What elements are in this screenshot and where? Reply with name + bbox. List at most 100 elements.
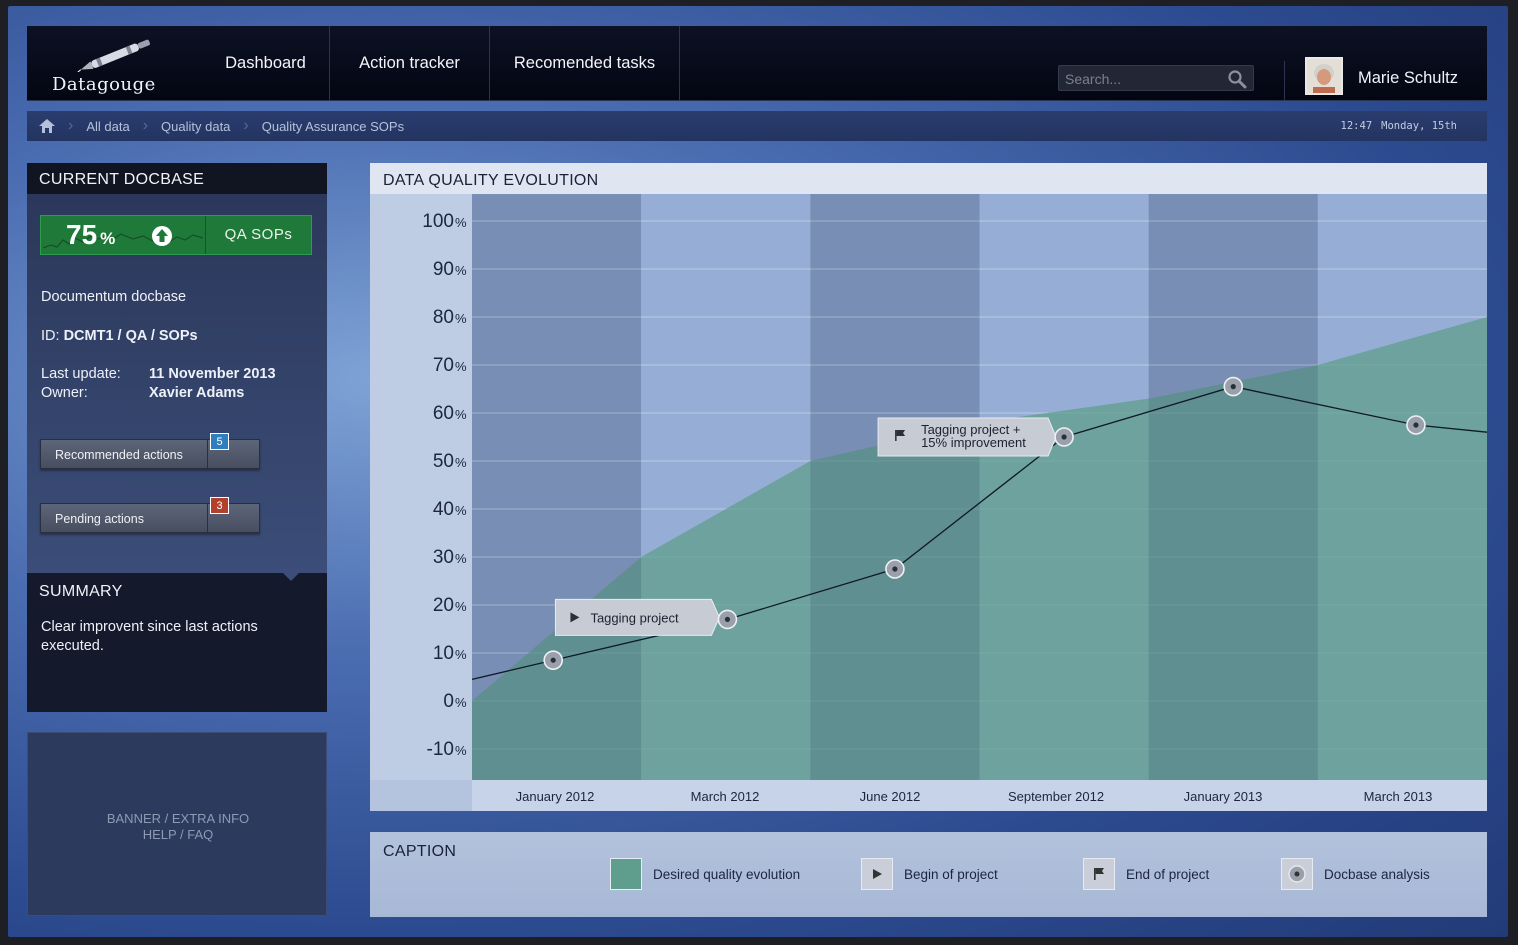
desired-quality-area: [472, 317, 1487, 780]
docbase-id-label: ID:: [41, 328, 60, 344]
recommended-count-badge: 5: [210, 433, 229, 450]
y-tick-unit: %: [455, 215, 467, 230]
x-tick-label: January 2013: [1184, 789, 1263, 804]
clock: 12:47 Monday, 15th: [1341, 120, 1457, 132]
search-box: [1058, 65, 1254, 91]
data-quality-chart-panel: DATA QUALITY EVOLUTION 100% 90% 80% 70% 60% 5…: [370, 163, 1487, 811]
caption-panel: CAPTION Desired quality evolution Begin …: [370, 832, 1487, 917]
avatar[interactable]: [1305, 57, 1343, 95]
annotation-text: 15% improvement: [921, 435, 1026, 450]
pending-actions-button[interactable]: Pending actions: [40, 503, 260, 533]
x-axis-band-inner: [472, 780, 1487, 811]
owner-row: Owner: Xavier Adams: [41, 385, 244, 401]
column-band-shade: [1148, 194, 1318, 780]
y-axis-strip: [370, 194, 472, 780]
breadcrumb-separator-icon: ›: [68, 117, 74, 134]
breadcrumb-separator-icon: ›: [142, 117, 149, 134]
column-band-shade: [810, 194, 980, 780]
header-divider: [1284, 61, 1285, 101]
current-docbase-panel: CURRENT DOCBASE 75% QA SOPs Documentum d…: [27, 163, 327, 573]
nav-action-tracker[interactable]: Action tracker: [330, 26, 490, 101]
owner-label: Owner:: [41, 385, 88, 401]
score-docbase-name: QA SOPs: [224, 226, 293, 243]
user-name[interactable]: Marie Schultz: [1358, 69, 1458, 87]
breadcrumb-quality-data[interactable]: Quality data: [161, 118, 231, 134]
legend-label: End of project: [1126, 866, 1210, 882]
docbase-type: Documentum docbase: [41, 289, 187, 305]
owner-value: Xavier Adams: [149, 385, 245, 401]
arrow-up-icon: [152, 226, 172, 246]
data-quality-chart: 100 %90 %80 %70 %60 %50 %40 %30 %20 %10 %0 %-10 %Jan…: [370, 194, 1487, 811]
pending-count-badge: 3: [210, 497, 229, 514]
area-swatch-icon: [610, 858, 642, 890]
y-tick-unit: %: [455, 263, 467, 278]
legend-label: Docbase analysis: [1324, 866, 1430, 882]
flag-icon-cloth: [896, 430, 906, 436]
column-band-shade: [472, 194, 642, 780]
breadcrumb-bar: › All data › Quality data › Quality Assu…: [27, 111, 1487, 141]
last-update-row: Last update: 11 November 2013: [41, 366, 276, 382]
y-tick-label: 70: [433, 355, 454, 376]
marker-center: [1061, 434, 1067, 440]
x-tick-label: March 2013: [1364, 789, 1433, 804]
home-icon[interactable]: [39, 119, 55, 133]
legend-end-project: End of project: [1083, 858, 1209, 890]
last-update-label: Last update:: [41, 366, 121, 382]
last-update-value: 11 November 2013: [149, 366, 276, 382]
brand-name: Datagouge: [52, 74, 156, 95]
banner-extra-info[interactable]: BANNER / EXTRA INFO HELP / FAQ: [27, 732, 327, 916]
analysis-point-icon: [1281, 858, 1313, 890]
marker-center: [1230, 384, 1236, 390]
score-unit: %: [100, 229, 116, 248]
y-tick-unit: %: [455, 311, 467, 326]
summary-title: SUMMARY: [39, 583, 123, 600]
legend-docbase-analysis: Docbase analysis: [1281, 858, 1430, 890]
annotation-text: Tagging project: [590, 610, 679, 625]
button-tail: [207, 440, 260, 468]
score-section: 75%: [41, 216, 206, 254]
y-tick-unit: %: [455, 455, 467, 470]
y-tick-label: 20: [433, 595, 454, 616]
docbase-id: ID: DCMT1 / QA / SOPs: [41, 328, 198, 344]
annotation-callout: [877, 417, 1057, 457]
nav-recommended-tasks[interactable]: Recomended tasks: [490, 26, 680, 101]
y-tick-label: 0: [443, 691, 454, 712]
marker-center: [550, 657, 556, 663]
search-input[interactable]: [1065, 69, 1225, 88]
x-tick-label: March 2012: [691, 789, 760, 804]
breadcrumb-all-data[interactable]: All data: [86, 118, 130, 134]
y-tick-unit: %: [455, 599, 467, 614]
y-tick-label: 40: [433, 499, 454, 520]
user-photo-icon: [1307, 59, 1341, 93]
annotation-text: Tagging project +: [921, 422, 1020, 437]
measured-quality-line: [471, 385, 1487, 681]
score-number: 75: [66, 219, 98, 250]
main-nav: Dashboard Action tracker Recomended task…: [202, 26, 680, 101]
annotation-callout: [554, 598, 720, 636]
legend-label: Desired quality evolution: [653, 866, 801, 882]
logo[interactable]: Datagouge: [52, 34, 162, 96]
recommended-actions-label: Recommended actions: [55, 448, 183, 462]
docbase-id-value: DCMT1 / QA / SOPs: [63, 328, 198, 344]
y-tick-unit: %: [455, 647, 467, 662]
button-tail: [207, 504, 260, 532]
breadcrumb-qa-sops[interactable]: Quality Assurance SOPs: [261, 118, 405, 134]
search-icon[interactable]: [1227, 69, 1247, 89]
flag-icon: [1083, 858, 1115, 890]
legend-begin-project: Begin of project: [861, 858, 998, 890]
clock-time: 12:47: [1340, 120, 1373, 132]
chart-title: DATA QUALITY EVOLUTION: [370, 163, 1487, 194]
nav-dashboard[interactable]: Dashboard: [202, 26, 330, 101]
legend-label: Begin of project: [904, 866, 998, 882]
docbase-score-widget[interactable]: 75% QA SOPs: [40, 215, 312, 255]
x-tick-label: January 2012: [516, 789, 595, 804]
panel-title: CURRENT DOCBASE: [27, 163, 327, 194]
panel-notch: [282, 572, 300, 581]
y-tick-label: 50: [433, 451, 454, 472]
y-tick-label: 30: [433, 547, 454, 568]
y-tick-label: -10: [427, 739, 454, 760]
y-tick-label: 10: [433, 643, 454, 664]
caption-title: CAPTION: [383, 843, 457, 860]
breadcrumb-separator-icon: ›: [243, 117, 249, 134]
marker-center: [892, 566, 898, 572]
